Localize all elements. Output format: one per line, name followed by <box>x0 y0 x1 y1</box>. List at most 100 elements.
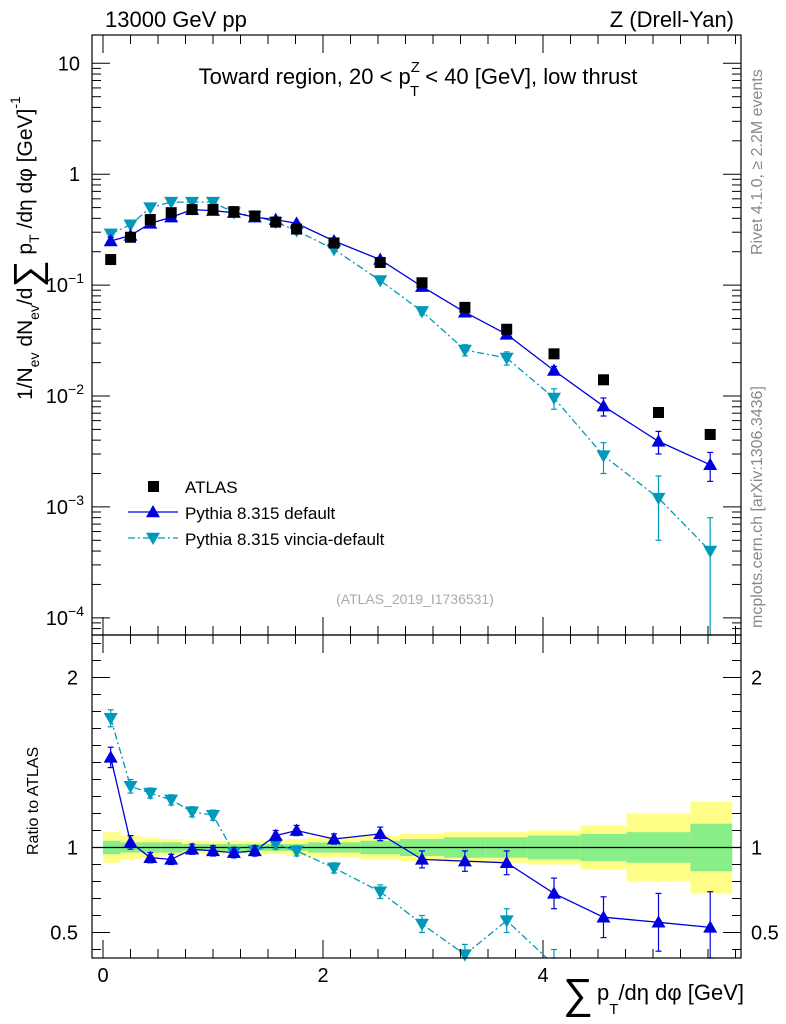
ratio-default-point <box>247 843 262 857</box>
vincia-point <box>596 450 611 463</box>
vincia-point <box>143 202 158 215</box>
legend-default-marker <box>146 505 160 518</box>
chart-title: Toward region, 20 < pZ T < 40 [GeV], low … <box>199 59 638 100</box>
atlas-data-point <box>105 254 117 266</box>
ratio-default-point <box>164 852 179 865</box>
ratio-default-point <box>289 823 304 836</box>
x-axis-label: ∑ pT/dη dφ [GeV] <box>563 970 744 1018</box>
atlas-data-point <box>416 277 428 289</box>
ratio-y-tick-label-right: 0.5 <box>751 923 779 945</box>
atlas-data-point <box>228 206 240 218</box>
ratio-vincia-point <box>185 806 200 819</box>
vincia-point <box>547 392 561 405</box>
ratio-vincia-point <box>415 918 429 931</box>
atlas-data-point <box>459 301 471 313</box>
x-tick-label: 2 <box>317 965 328 987</box>
ratio-default-point <box>143 850 158 863</box>
ratio-vincia-point <box>499 915 514 928</box>
ratio-vincia-point <box>289 845 304 858</box>
ratio-y-tick-label: 2 <box>67 668 78 690</box>
atlas-data-point <box>165 207 177 219</box>
legend-label-atlas: ATLAS <box>185 478 238 497</box>
atlas-data-point <box>291 223 303 235</box>
y-tick-base: 10 <box>46 386 68 408</box>
ratio-default-point <box>373 826 388 840</box>
mcplots-label: mcplots.cern.ch [arXiv:1306.3436] <box>749 386 766 628</box>
ratio-default-point <box>547 886 561 899</box>
y-tick-exponent: −1 <box>68 270 84 286</box>
ratio-vincia-point <box>143 787 158 801</box>
ratio-default-point <box>123 835 138 848</box>
default-point <box>703 457 718 471</box>
ratio-default-point <box>206 843 220 857</box>
y-tick-exponent: −4 <box>68 603 84 619</box>
vincia-point <box>164 196 179 210</box>
ratio-y-tick-label: 1 <box>67 838 78 860</box>
ratio-vincia-point <box>373 886 388 899</box>
ratio-default-point <box>226 845 241 858</box>
atlas-data-point <box>249 210 261 222</box>
vincia-point <box>703 545 718 559</box>
atlas-data-point <box>653 407 664 419</box>
y-tick-exponent: −3 <box>68 492 84 508</box>
atlas-data-point <box>704 428 716 440</box>
ratio-y-axis-label: Ratio to ATLAS <box>25 747 42 855</box>
main-y-axis-label: 1/Nev dNev/d∑ pT /dη dφ [GeV]-1 <box>7 96 49 400</box>
y-tick-label: 10−2 <box>46 381 84 408</box>
ratio-vincia-point <box>103 713 118 726</box>
legend-vincia-marker <box>146 532 160 545</box>
atlas-data-point <box>144 214 156 226</box>
ratio-plot-frame <box>91 634 742 959</box>
vincia-point <box>457 344 472 357</box>
ratio-y-tick-label-right: 2 <box>751 668 762 690</box>
y-tick-base: 10 <box>46 608 68 630</box>
y-tick-label: 10−3 <box>46 492 84 519</box>
atlas-data-point <box>501 323 513 335</box>
default-point <box>596 399 611 412</box>
ratio-default-point <box>185 842 200 855</box>
vincia-point <box>499 352 514 366</box>
y-tick-label: 10−4 <box>46 603 84 630</box>
ratio-vincia-point <box>164 794 179 807</box>
ratio-default-point <box>457 854 472 867</box>
x-tick-label: 0 <box>97 965 108 987</box>
ratio-default-point <box>327 832 341 845</box>
ratio-y-tick-label: 0.5 <box>50 923 78 945</box>
y-tick-base: 10 <box>46 497 68 519</box>
atlas-data-point <box>374 256 386 268</box>
vincia-point <box>415 306 429 319</box>
analysis-watermark: (ATLAS_2019_I1736531) <box>336 591 494 607</box>
default-point <box>547 363 561 376</box>
ratio-default-point <box>703 920 718 933</box>
vincia-point <box>206 196 220 210</box>
atlas-data-point <box>548 348 560 360</box>
ratio-vincia-point <box>268 838 283 852</box>
legend-atlas-marker <box>148 481 159 492</box>
rivet-label: Rivet 4.1.0, ≥ 2.2M events <box>749 69 766 255</box>
ratio-default-point <box>596 910 611 923</box>
legend-label-vincia: Pythia 8.315 vincia-default <box>185 530 385 549</box>
ratio-default-point <box>268 828 283 841</box>
atlas-data-point <box>598 374 609 386</box>
atlas-data-point <box>270 216 282 228</box>
ratio-vincia-point <box>206 809 220 823</box>
ratio-default-point <box>651 915 666 928</box>
legend-label-default: Pythia 8.315 default <box>185 504 336 523</box>
y-tick-label: 10 <box>58 53 80 75</box>
atlas-data-point <box>125 231 136 243</box>
ratio-default-point <box>103 750 118 763</box>
default-point <box>103 233 118 247</box>
y-tick-label: 10−1 <box>46 270 84 297</box>
y-tick-base: 10 <box>46 275 68 297</box>
ratio-vincia-point <box>123 781 138 794</box>
legend: ATLAS Pythia 8.315 default Pythia 8.315 … <box>128 478 385 549</box>
ratio-default-point <box>499 855 514 869</box>
atlas-data-point <box>328 237 340 249</box>
ratio-vincia-point <box>327 862 341 875</box>
vincia-line <box>110 201 711 552</box>
main-series-layer <box>103 196 718 636</box>
atlas-data-point <box>207 204 219 216</box>
header-right: Z (Drell-Yan) <box>610 7 734 32</box>
